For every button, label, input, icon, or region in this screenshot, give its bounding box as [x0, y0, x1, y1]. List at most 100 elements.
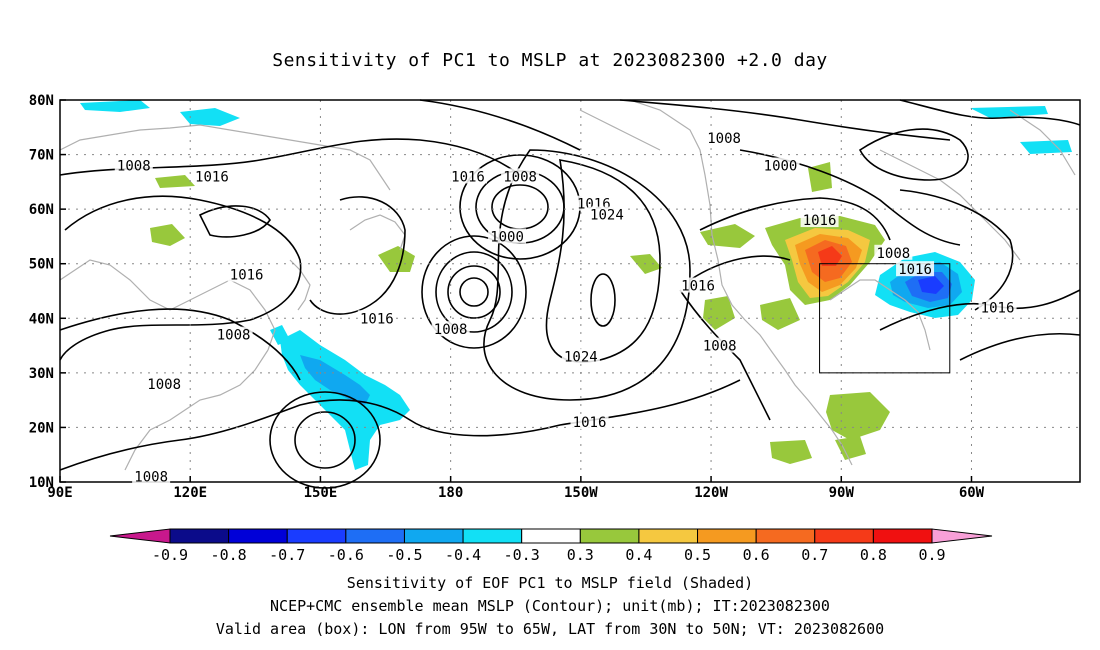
- plot-frame: [59, 99, 1081, 483]
- colorbar-label: 0.9: [918, 546, 945, 564]
- contour-label: 1016: [573, 415, 607, 431]
- positive-sensitivity-region: [155, 175, 195, 188]
- contour-label-bg: [561, 348, 600, 364]
- negative-sensitivity-region-core: [918, 276, 944, 294]
- colorbar-under-triangle: [109, 528, 171, 544]
- lat-tick-label: 80N: [29, 93, 54, 109]
- contour-label: 1016: [451, 169, 485, 185]
- coastlines: [59, 99, 1076, 471]
- contour-label: 1008: [707, 131, 741, 147]
- lon-tick-label: 60W: [959, 485, 985, 501]
- colorbar-swatch: [403, 528, 464, 544]
- positive-sensitivity-region: [826, 392, 890, 440]
- colorbar-swatch: [755, 528, 816, 544]
- colorbar-over-triangle: [931, 528, 993, 544]
- colorbar-swatch: [169, 528, 230, 544]
- colorbar-label: -0.6: [328, 546, 364, 564]
- colorbar-label: 0.7: [801, 546, 828, 564]
- footer-line-1: Sensitivity of EOF PC1 to MSLP field (Sh…: [346, 574, 754, 592]
- colorbar-label: 0.3: [567, 546, 594, 564]
- negative-sensitivity-region-core: [300, 355, 370, 405]
- contour-label-bg: [357, 310, 396, 326]
- lat-tick-label: 30N: [29, 366, 54, 382]
- contour-label-bg: [896, 261, 935, 277]
- latitude-axis: 80N 70N 60N 50N 40N 30N 20N 10N: [29, 93, 66, 491]
- colorbar-swatch: [579, 528, 640, 544]
- lat-tick-label: 20N: [29, 420, 54, 436]
- positive-sensitivity-region: [378, 246, 415, 272]
- contour-label: 1008: [703, 339, 737, 355]
- footer-line-3: Valid area (box): LON from 95W to 65W, L…: [215, 620, 885, 638]
- positive-sensitivity-region: [808, 162, 832, 192]
- contour-label-bg: [145, 375, 184, 391]
- contour-label-bg: [570, 413, 609, 429]
- contour-label-bg: [449, 168, 487, 184]
- lat-tick-label: 40N: [29, 311, 54, 327]
- colorbar-label: -0.7: [269, 546, 305, 564]
- contour-label-bg: [800, 212, 839, 228]
- contour-label-bg: [761, 157, 800, 173]
- contour-label: 1016: [681, 279, 715, 295]
- negative-sensitivity-region: [1020, 140, 1072, 154]
- colorbar-label: -0.8: [211, 546, 247, 564]
- colorbar-swatch: [638, 528, 699, 544]
- lat-tick-label: 60N: [29, 202, 54, 218]
- footer-line-2: NCEP+CMC ensemble mean MSLP (Contour); u…: [270, 597, 830, 615]
- colorbar-swatch: [345, 528, 405, 544]
- contour-label: 1008: [503, 169, 537, 185]
- contour-label: 1016: [230, 268, 264, 284]
- contour-label: 1008: [434, 322, 468, 338]
- contour-label-bg: [587, 206, 626, 222]
- colorbar-swatch: [814, 528, 874, 544]
- negative-sensitivity-region: [80, 100, 150, 112]
- lat-tick-label: 50N: [29, 257, 54, 273]
- contour-label: 1016: [898, 262, 932, 278]
- contour-label: 1008: [147, 377, 181, 393]
- contour-label: 1008: [217, 328, 251, 344]
- contour-label: 1016: [803, 213, 837, 229]
- lon-tick-label: 180: [438, 485, 463, 501]
- lon-tick-label: 120W: [694, 485, 728, 501]
- positive-sensitivity-region: [700, 224, 755, 248]
- contour-label-bg: [132, 468, 171, 484]
- contour-label-bg: [488, 228, 527, 244]
- positive-sensitivity-region: [703, 296, 735, 330]
- positive-sensitivity-region: [760, 298, 800, 330]
- colorbar-swatch: [462, 528, 523, 544]
- contour-label-bg: [679, 277, 718, 293]
- lon-tick-label: 150W: [564, 485, 598, 501]
- contour-label: 1016: [981, 300, 1015, 316]
- contour-label-bg: [705, 130, 744, 146]
- colorbar-swatch: [521, 528, 581, 544]
- contour-label: 1008: [877, 246, 911, 262]
- lon-tick-label: 90W: [829, 485, 855, 501]
- contour-label: 1008: [117, 158, 151, 174]
- colorbar-swatch: [286, 528, 347, 544]
- contour-label: 1008: [134, 470, 168, 486]
- positive-sensitivity-region: [150, 224, 185, 246]
- positive-sensitivity-region: [835, 436, 866, 460]
- colorbar-label: 0.5: [684, 546, 711, 564]
- colorbar-label: -0.9: [152, 546, 188, 564]
- valid-area-box: [819, 263, 951, 374]
- contour-label-bg: [978, 299, 1017, 315]
- contour-label-bg: [214, 326, 253, 342]
- contour-label-bg: [431, 321, 470, 337]
- lat-tick-label: 70N: [29, 148, 54, 164]
- colorbar-label: 0.8: [860, 546, 887, 564]
- contour-label: 1016: [195, 169, 229, 185]
- colorbar-label: 0.6: [743, 546, 770, 564]
- colorbar-swatch: [697, 528, 757, 544]
- contour-label: 1000: [490, 229, 524, 245]
- contour-label-bg: [501, 168, 540, 184]
- contour-label-bg: [700, 337, 739, 353]
- lat-tick-label: 10N: [29, 475, 54, 491]
- contour-label: 1024: [564, 349, 598, 365]
- contour-label-bg: [192, 168, 231, 184]
- colorbar-swatch: [228, 528, 288, 544]
- negative-sensitivity-region: [970, 106, 1048, 118]
- chart-title: Sensitivity of PC1 to MSLP at 2023082300…: [272, 50, 828, 71]
- colorbar-label: 0.4: [625, 546, 652, 564]
